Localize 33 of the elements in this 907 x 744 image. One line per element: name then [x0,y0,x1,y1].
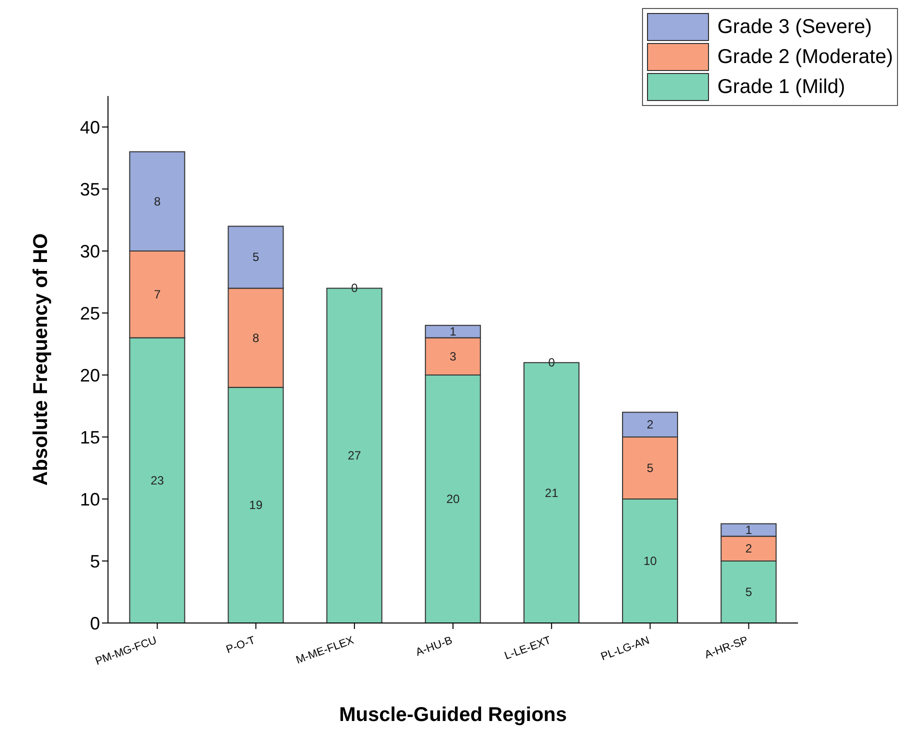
data-label: 20 [446,492,460,506]
data-label: 1 [745,523,752,537]
x-tick-label: P-O-T [224,634,258,656]
y-tick-label: 25 [80,303,100,324]
data-label: 2 [646,418,654,432]
y-tick-label: 10 [80,489,100,510]
data-label: 23 [150,473,164,488]
data-label: 19 [249,498,263,512]
data-label: 21 [544,486,559,500]
data-label: 2 [745,542,752,556]
data-label: 27 [348,448,362,463]
y-axis-title: Absolute Frequency of HO [30,233,52,486]
y-tick-label: 30 [80,241,100,262]
x-axis-title: Muscle-Guided Regions [339,704,567,726]
data-label: 8 [154,194,161,208]
data-label: 3 [450,349,457,364]
y-tick-label: 0 [90,613,100,634]
data-label: 8 [252,330,260,345]
legend-label: Grade 2 (Moderate) [717,46,893,68]
data-label: 0 [548,356,556,370]
y-tick-label: 20 [80,365,100,386]
y-tick-label: 5 [90,551,100,572]
y-tick-label: 40 [80,117,100,138]
y-tick-label: 35 [80,179,100,200]
data-label: 5 [646,461,654,475]
data-label: 1 [450,324,457,339]
data-label: 10 [643,554,658,568]
data-label: 5 [745,585,752,599]
legend-label: Grade 1 (Mild) [717,76,846,98]
legend-label: Grade 3 (Severe) [717,16,872,38]
y-tick-label: 15 [80,427,100,448]
data-label: 5 [252,250,260,264]
data-label: 7 [154,287,161,302]
